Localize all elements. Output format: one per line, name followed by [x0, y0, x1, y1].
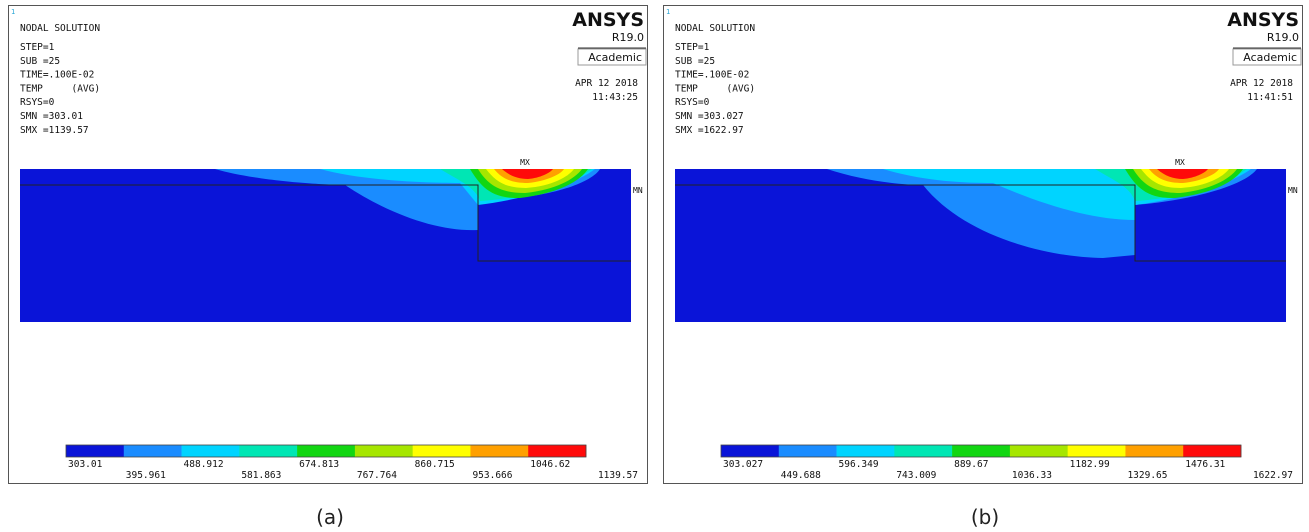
brand: ANSYS [1227, 9, 1299, 31]
legend-swatch [239, 445, 298, 457]
legend-swatch [181, 445, 240, 457]
info-line: RSYS=0 [675, 97, 710, 108]
edition: Academic [588, 51, 642, 64]
info-line: SMX =1622.97 [675, 125, 744, 136]
legend-swatch [470, 445, 529, 457]
panel-index: 1 [11, 8, 15, 16]
info-line: SUB =25 [675, 56, 715, 67]
legend-label: 1182.99 [1070, 459, 1110, 470]
legend-swatch [66, 445, 125, 457]
version: R19.0 [612, 31, 644, 44]
legend-label: 1046.62 [530, 459, 570, 470]
legend-label: 596.349 [839, 459, 879, 470]
legend-frame [65, 444, 587, 458]
legend-swatch [528, 445, 587, 457]
info-line: STEP=1 [20, 42, 55, 53]
info-line: SMX =1139.57 [20, 125, 89, 136]
max-label: MX [1175, 158, 1185, 167]
legend-label: 488.912 [184, 459, 224, 470]
info-line: TEMP (AVG) [20, 83, 100, 94]
legend-label: 1329.65 [1127, 470, 1167, 481]
legend-label: 1139.57 [598, 470, 638, 481]
legend-frame [720, 444, 1242, 458]
min-label: MN [633, 186, 643, 195]
edition-box [1232, 48, 1302, 66]
legend-label: 449.688 [781, 470, 821, 481]
panel-b: 1 NODAL SOLUTION STEP=1 SUB =25 TIME=.100E-0… [663, 5, 1303, 484]
edition: Academic [1243, 51, 1297, 64]
legend-swatch [1125, 445, 1184, 457]
legend-label: 581.863 [241, 470, 281, 481]
contour-plot [20, 169, 631, 322]
info-line: TEMP (AVG) [675, 83, 755, 94]
date: APR 12 2018 [575, 78, 638, 89]
legend-swatch [354, 445, 413, 457]
solution-title: NODAL SOLUTION [675, 23, 755, 34]
legend-label: 395.961 [126, 470, 166, 481]
info-line: TIME=.100E-02 [675, 70, 749, 81]
info-line: SMN =303.01 [20, 111, 83, 122]
version: R19.0 [1267, 31, 1299, 44]
legend-label: 860.715 [415, 459, 455, 470]
info-line: SMN =303.027 [675, 111, 744, 122]
legend-label: 889.67 [954, 459, 988, 470]
legend-swatch [1067, 445, 1126, 457]
legend-label: 303.01 [68, 459, 103, 470]
legend-swatch [1183, 445, 1242, 457]
info-line: TIME=.100E-02 [20, 70, 94, 81]
solution-title: NODAL SOLUTION [20, 23, 100, 34]
legend-swatch [836, 445, 895, 457]
time: 11:43:25 [592, 92, 638, 103]
legend-label: 674.813 [299, 459, 339, 470]
min-label: MN [1288, 186, 1298, 195]
contour-plot [675, 169, 1286, 322]
date: APR 12 2018 [1230, 78, 1293, 89]
legend-swatch [412, 445, 471, 457]
legend-label: 1476.31 [1185, 459, 1225, 470]
legend-label: 303.027 [723, 459, 763, 470]
legend-label: 1622.97 [1253, 470, 1293, 481]
legend-swatch [894, 445, 953, 457]
legend-swatch [297, 445, 356, 457]
legend-swatch [721, 445, 780, 457]
info-line: RSYS=0 [20, 97, 55, 108]
legend-label: 1036.33 [1012, 470, 1052, 481]
info-line: STEP=1 [675, 42, 710, 53]
legend-swatch [778, 445, 837, 457]
caption: (a) [316, 505, 344, 529]
legend-swatch [123, 445, 182, 457]
caption: (b) [971, 505, 999, 529]
legend-swatch [952, 445, 1011, 457]
legend-label: 743.009 [896, 470, 936, 481]
info-line: SUB =25 [20, 56, 60, 67]
panel-a: 1 NODAL SOLUTION STEP=1 SUB =25 TIME=.100E-0… [8, 5, 648, 484]
time: 11:41:51 [1247, 92, 1293, 103]
max-label: MX [520, 158, 530, 167]
brand: ANSYS [572, 9, 644, 31]
edition-box [577, 48, 647, 66]
legend-label: 953.666 [472, 470, 512, 481]
legend-label: 767.764 [357, 470, 397, 481]
panel-index: 1 [666, 8, 670, 16]
legend-swatch [1009, 445, 1068, 457]
